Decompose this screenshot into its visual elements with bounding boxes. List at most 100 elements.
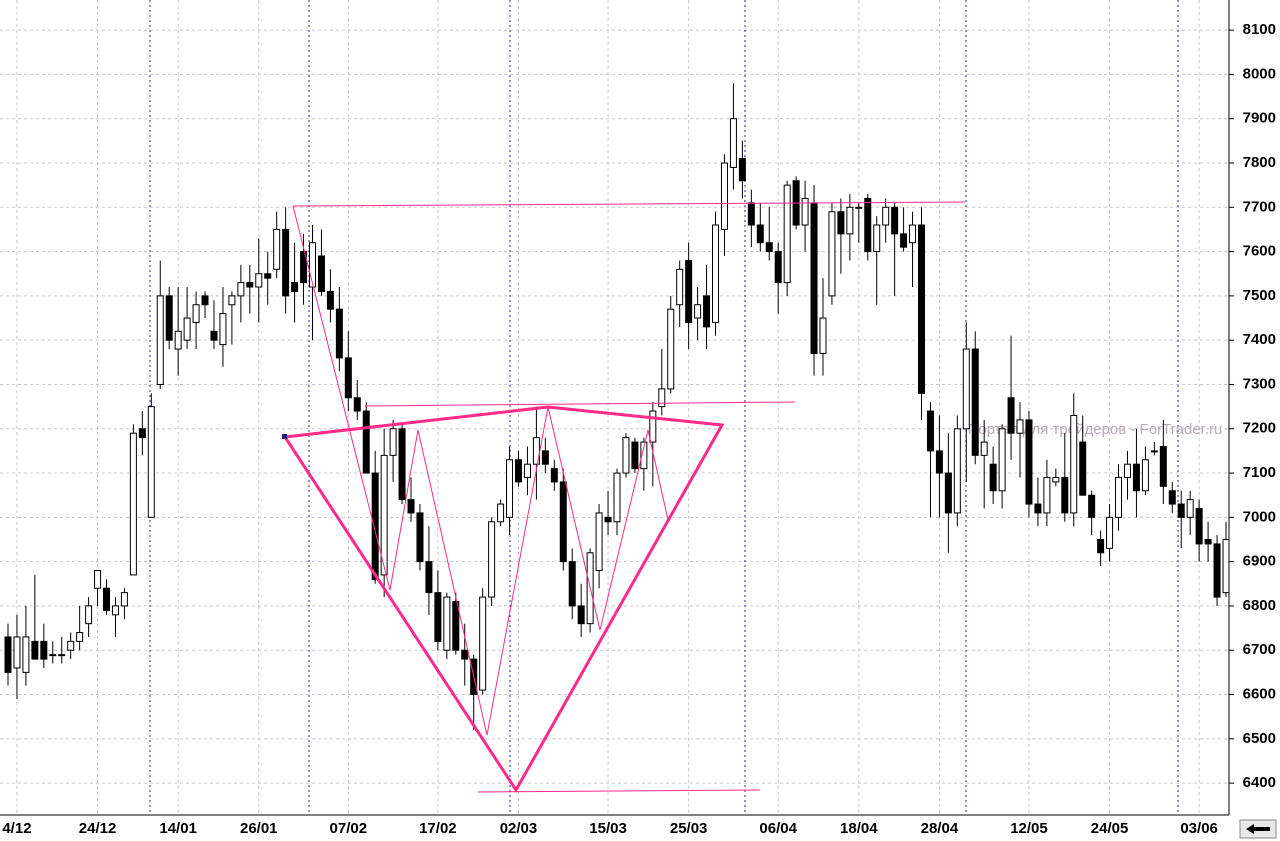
scroll-button[interactable] [1239, 819, 1277, 839]
x-tick-label: 03/06 [1180, 820, 1218, 837]
candle-body [523, 463, 531, 478]
y-tick-label: 7500 [1243, 287, 1276, 304]
candle-body [1115, 476, 1123, 518]
candle-body [479, 596, 487, 691]
candle-body [425, 561, 433, 594]
candles [4, 83, 1230, 730]
candle-body [1052, 476, 1060, 483]
candle-body [828, 211, 836, 297]
y-tick-label: 7700 [1243, 198, 1276, 215]
y-tick-label: 6700 [1243, 641, 1276, 658]
candle-body [497, 503, 505, 523]
candle-body [1079, 441, 1087, 496]
candle-body [183, 317, 191, 341]
candle-body [918, 224, 925, 394]
candle-body [31, 640, 39, 660]
candle-body [201, 295, 209, 306]
candle-body [649, 410, 657, 443]
y-tick-label: 6800 [1243, 597, 1276, 614]
candle-body [174, 330, 182, 350]
y-tick-label: 6900 [1243, 553, 1276, 570]
candle-body [577, 605, 585, 625]
candle-body [953, 428, 961, 514]
resistance-line [292, 201, 966, 207]
candle-body [192, 304, 200, 323]
candle-body [398, 428, 406, 501]
candle-body [846, 206, 854, 235]
candle-body [452, 601, 460, 651]
x-tick-label: 24/05 [1091, 820, 1129, 837]
x-tick-label: 06/04 [759, 820, 797, 837]
neckline [364, 401, 796, 407]
candle-body [1141, 459, 1149, 492]
triangle [283, 405, 725, 793]
y-tick-label: 6600 [1243, 685, 1276, 702]
candle-body [837, 211, 845, 235]
candle-body [747, 202, 755, 226]
candle-body [631, 441, 639, 470]
candle-body [389, 428, 397, 456]
candle-body [416, 512, 424, 563]
candle-body [1106, 516, 1114, 549]
candle-body [720, 162, 728, 230]
grid [0, 0, 1229, 815]
candle-body [264, 273, 272, 279]
candle-body [156, 295, 164, 385]
candle-body [622, 437, 630, 474]
candle-body [237, 282, 245, 297]
candle-body [1204, 538, 1212, 545]
candle-body [989, 463, 997, 492]
candle-body [855, 206, 863, 209]
candle-body [1088, 494, 1096, 518]
candle-body [40, 640, 48, 660]
candle-body [640, 441, 648, 470]
candle-body [935, 450, 943, 474]
candle-body [407, 499, 415, 514]
candle-body [1195, 507, 1203, 545]
y-tick-label: 8000 [1243, 65, 1276, 82]
x-tick-label: 18/04 [840, 820, 878, 837]
candle-body [676, 268, 684, 306]
candle-body [344, 357, 352, 399]
candle-body [613, 472, 621, 523]
candle-body [712, 224, 720, 323]
candle-body [765, 242, 773, 253]
candle-body [1177, 503, 1185, 518]
candle-body [138, 428, 146, 439]
candle-body [810, 202, 818, 354]
candle-body [94, 570, 102, 589]
candle-body [371, 472, 379, 580]
candle-body [1132, 463, 1140, 492]
candle-body [980, 441, 988, 456]
x-tick-label: 28/04 [921, 820, 959, 837]
candle-body [819, 317, 827, 354]
candle-body [595, 512, 603, 571]
candle-body [49, 654, 57, 657]
candle-body [1123, 463, 1131, 478]
x-tick-label: 24/12 [79, 820, 117, 837]
candle-body [882, 206, 890, 226]
anchor-point [282, 434, 287, 439]
x-tick-label: 15/03 [589, 820, 627, 837]
candle-body [4, 636, 12, 673]
candle-body [891, 206, 899, 235]
candle-body [873, 224, 881, 253]
candle-body [120, 592, 128, 607]
candle-body [900, 233, 908, 248]
candle-body [111, 605, 119, 616]
candle-body [658, 388, 666, 408]
candle-body [129, 432, 137, 576]
scroll-arrow[interactable] [1246, 824, 1270, 834]
pattern-drawing [282, 201, 966, 793]
y-tick-label: 6400 [1243, 774, 1276, 791]
candle-body [380, 454, 388, 576]
candle-body [1043, 476, 1051, 514]
x-tick-label: 02/03 [500, 820, 538, 837]
candle-body [1007, 397, 1015, 434]
candle-body [729, 118, 737, 168]
candle-body [300, 251, 308, 284]
y-tick-label: 7900 [1243, 110, 1276, 127]
candle-body [694, 304, 702, 319]
candle-body [864, 197, 872, 253]
